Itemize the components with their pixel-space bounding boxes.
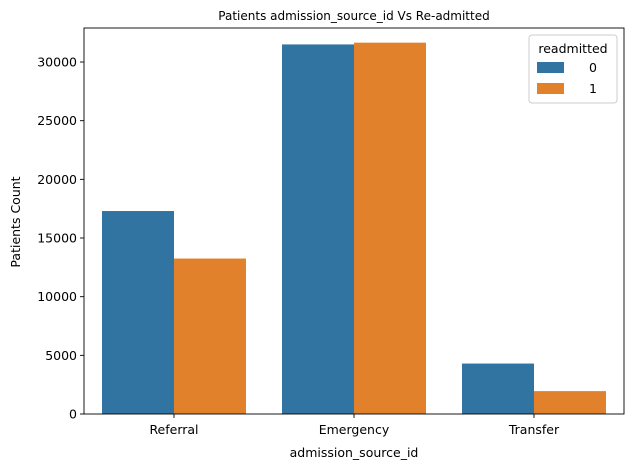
- x-tick-label: Emergency: [319, 422, 390, 437]
- legend-items: 01: [537, 60, 597, 96]
- x-axis: Referral Emergency Transfer: [149, 414, 560, 437]
- bar-transfer-series-1: [534, 391, 606, 414]
- y-tick-label: 15000: [37, 231, 77, 246]
- x-tick-label: Referral: [149, 422, 198, 437]
- legend-swatch-0: [537, 62, 564, 73]
- y-tick-label: 5000: [45, 348, 77, 363]
- legend-swatch-1: [537, 83, 564, 94]
- legend-label-1: 1: [589, 81, 597, 96]
- legend-label-0: 0: [589, 60, 597, 75]
- x-axis-label: admission_source_id: [290, 445, 419, 460]
- y-tick-label: 20000: [37, 172, 77, 187]
- bar-transfer-series-0: [462, 363, 534, 414]
- bars: [102, 42, 606, 415]
- y-axis: 0 5000 10000 15000 20000 25000 30000: [37, 55, 84, 422]
- y-axis-label: Patients Count: [8, 176, 23, 267]
- y-tick-label: 10000: [37, 289, 77, 304]
- bar-referral-series-1: [174, 258, 246, 414]
- bar-referral-series-0: [102, 211, 174, 414]
- y-tick-label: 25000: [37, 113, 77, 128]
- chart-title: Patients admission_source_id Vs Re-admit…: [218, 9, 489, 23]
- x-tick-label: Transfer: [508, 422, 560, 437]
- bar-emergency-series-1: [354, 42, 426, 415]
- legend-title: readmitted: [538, 41, 607, 56]
- y-tick-label: 30000: [37, 55, 77, 70]
- legend: readmitted 01: [528, 34, 618, 104]
- bar-emergency-series-0: [282, 44, 354, 414]
- plot-frame: [83, 27, 625, 415]
- y-tick-label: 0: [69, 407, 77, 422]
